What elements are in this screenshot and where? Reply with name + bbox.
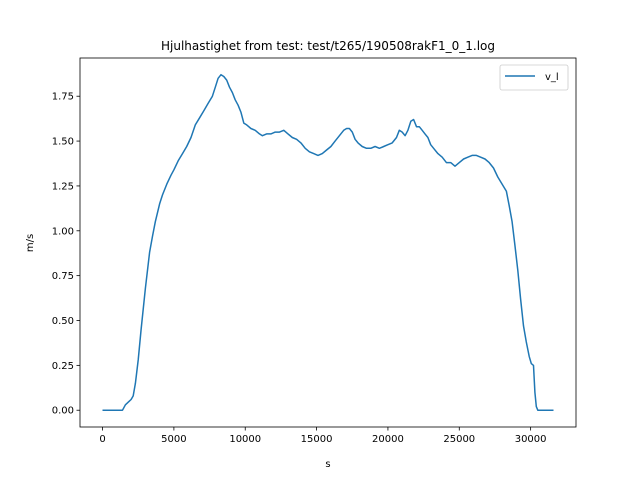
y-axis-label: m/s — [25, 234, 36, 252]
chart-title: Hjulhastighet from test: test/t265/19050… — [161, 39, 495, 53]
y-tick-label: 0.75 — [52, 271, 74, 282]
y-tick-label: 1.75 — [52, 92, 74, 103]
x-tick-label: 0 — [99, 434, 105, 445]
y-tick-label: 0.00 — [52, 406, 74, 417]
legend-box — [499, 64, 569, 91]
series-layer — [102, 73, 554, 411]
x-tick-label: 10000 — [229, 434, 261, 445]
x-tick-label: 5000 — [161, 434, 186, 445]
y-tick-label: 1.50 — [52, 137, 74, 148]
x-axis-ticks: 0 5000 10000 15000 20000 25000 30000 — [99, 427, 547, 445]
x-tick-label: 15000 — [301, 434, 333, 445]
x-tick-label: 30000 — [515, 434, 547, 445]
legend-label-v-l: v_l — [545, 72, 559, 83]
legend: v_l — [499, 64, 569, 91]
x-axis-label: s — [325, 459, 330, 470]
series-line-v-l — [102, 73, 554, 411]
y-tick-label: 1.25 — [52, 181, 74, 192]
y-axis-ticks: 0.00 0.25 0.50 0.75 1.00 1.25 1.50 1.75 — [52, 92, 80, 417]
x-tick-label: 25000 — [443, 434, 475, 445]
y-tick-label: 0.25 — [52, 361, 74, 372]
plot-frame — [79, 57, 577, 428]
x-tick-label: 20000 — [372, 434, 404, 445]
y-tick-label: 0.50 — [52, 316, 74, 327]
y-tick-label: 1.00 — [52, 226, 74, 237]
